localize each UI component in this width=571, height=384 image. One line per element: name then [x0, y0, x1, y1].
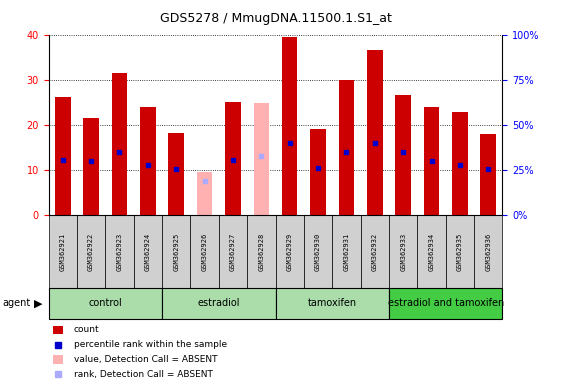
Text: GSM362934: GSM362934: [429, 232, 435, 271]
Bar: [446, 215, 474, 288]
Text: ▶: ▶: [34, 298, 43, 308]
Bar: [424, 107, 439, 215]
Text: count: count: [74, 325, 99, 334]
Bar: [247, 215, 275, 288]
Text: control: control: [89, 298, 122, 308]
Text: GSM362923: GSM362923: [116, 232, 122, 271]
Text: GSM362926: GSM362926: [202, 232, 208, 271]
Bar: [162, 288, 275, 319]
Text: GSM362930: GSM362930: [315, 232, 321, 271]
Text: GSM362925: GSM362925: [173, 232, 179, 271]
Bar: [417, 215, 446, 288]
Bar: [53, 355, 63, 364]
Bar: [168, 133, 184, 215]
Text: GSM362936: GSM362936: [485, 232, 491, 271]
Text: estradiol: estradiol: [198, 298, 240, 308]
Bar: [310, 129, 326, 215]
Text: GSM362932: GSM362932: [372, 232, 378, 271]
Bar: [83, 118, 99, 215]
Text: GDS5278 / MmugDNA.11500.1.S1_at: GDS5278 / MmugDNA.11500.1.S1_at: [159, 12, 392, 25]
Bar: [389, 215, 417, 288]
Bar: [367, 50, 383, 215]
Text: GSM362927: GSM362927: [230, 232, 236, 271]
Bar: [361, 215, 389, 288]
Bar: [339, 80, 354, 215]
Bar: [219, 215, 247, 288]
Text: percentile rank within the sample: percentile rank within the sample: [74, 340, 227, 349]
Bar: [162, 215, 190, 288]
Bar: [140, 107, 156, 215]
Bar: [55, 97, 71, 215]
Text: GSM362922: GSM362922: [88, 232, 94, 271]
Text: GSM362929: GSM362929: [287, 232, 293, 271]
Bar: [304, 215, 332, 288]
Bar: [112, 73, 127, 215]
Text: tamoxifen: tamoxifen: [308, 298, 357, 308]
Text: GSM362933: GSM362933: [400, 232, 406, 271]
Text: GSM362935: GSM362935: [457, 232, 463, 271]
Bar: [480, 134, 496, 215]
Bar: [49, 288, 162, 319]
Bar: [332, 215, 361, 288]
Bar: [225, 102, 241, 215]
Text: GSM362931: GSM362931: [343, 232, 349, 271]
Bar: [49, 215, 77, 288]
Bar: [77, 215, 105, 288]
Bar: [197, 172, 212, 215]
Text: estradiol and tamoxifen: estradiol and tamoxifen: [388, 298, 504, 308]
Text: rank, Detection Call = ABSENT: rank, Detection Call = ABSENT: [74, 370, 212, 379]
Bar: [254, 103, 269, 215]
Bar: [190, 215, 219, 288]
Bar: [395, 96, 411, 215]
Bar: [275, 215, 304, 288]
Bar: [53, 326, 63, 334]
Bar: [134, 215, 162, 288]
Bar: [105, 215, 134, 288]
Bar: [452, 112, 468, 215]
Bar: [389, 288, 502, 319]
Bar: [474, 215, 502, 288]
Text: agent: agent: [3, 298, 31, 308]
Bar: [282, 37, 297, 215]
Text: value, Detection Call = ABSENT: value, Detection Call = ABSENT: [74, 355, 217, 364]
Bar: [275, 288, 389, 319]
Text: GSM362928: GSM362928: [258, 232, 264, 271]
Text: GSM362924: GSM362924: [145, 232, 151, 271]
Text: GSM362921: GSM362921: [60, 232, 66, 271]
